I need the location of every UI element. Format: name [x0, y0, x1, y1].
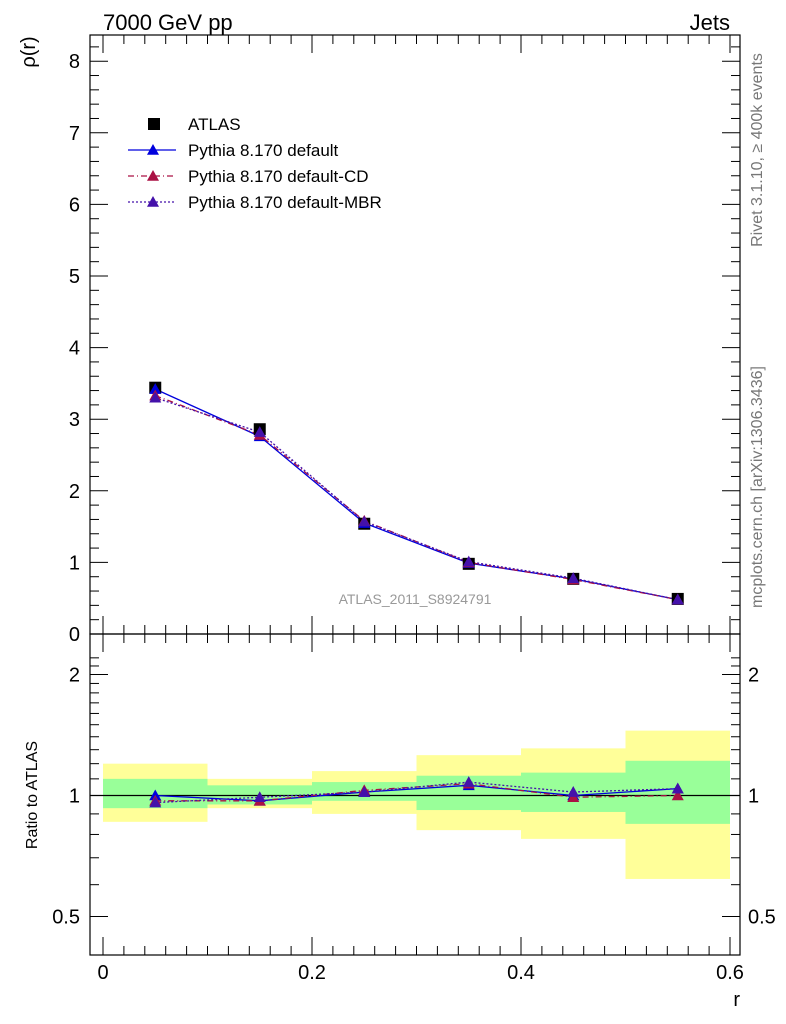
legend-marker: [147, 196, 159, 207]
main-y-tick-label: 4: [69, 338, 80, 360]
ratio-point: [567, 786, 580, 797]
legend-entry-label: ATLAS: [188, 115, 241, 134]
rivet-label: Rivet 3.1.10, ≥ 400k events: [749, 53, 766, 247]
header-left: 7000 GeV pp: [103, 10, 233, 35]
main-y-tick-label: 2: [69, 481, 80, 503]
ratio-point: [149, 796, 162, 808]
series-lines: [154, 388, 678, 804]
main-y-tick-label: 8: [69, 51, 80, 73]
ratio-bands: [103, 730, 730, 879]
legend-entry-label: Pythia 8.170 default-CD: [188, 167, 369, 186]
mc-point: [253, 426, 266, 437]
ratio-y-tick-label-right: 0.5: [748, 907, 776, 929]
mc-line: [155, 394, 678, 601]
mc-point: [671, 593, 684, 605]
main-y-tick-label: 5: [69, 266, 80, 288]
legend-marker: [147, 144, 159, 155]
legend: ATLAS Pythia 8.170 default Pythia 8.170 de…: [128, 115, 382, 212]
ratio-point: [462, 776, 475, 787]
main-y-tick-label: 7: [69, 123, 80, 145]
ratio-y-tick-label: 2: [69, 664, 80, 686]
main-y-tick-label: 0: [69, 624, 80, 646]
main-y-tick-label: 1: [69, 552, 80, 574]
ratio-point: [358, 786, 371, 797]
ratio-frame-box: [89, 633, 741, 956]
main-y-tick-label: 6: [69, 194, 80, 216]
axis-ticks: 0 1 2 3 4 5 6 7 8 0.5 0.5 1 1 2 2 0 0.2 0.4 0.6: [52, 35, 776, 984]
x-tick-label: 0.6: [716, 962, 744, 984]
ratio-y-axis-label: Ratio to ATLAS: [24, 741, 41, 849]
mc-line: [155, 397, 678, 601]
main-y-axis-label: ρ(r): [18, 36, 40, 67]
mc-point: [462, 555, 475, 567]
legend-marker-atlas: [148, 118, 160, 130]
mc-point: [358, 515, 371, 527]
mcplots-label: mcplots.cern.ch [arXiv:1306.3436]: [749, 366, 766, 608]
x-tick-label: 0.2: [298, 962, 326, 984]
ratio-line: [155, 781, 678, 804]
legend-marker: [147, 170, 159, 181]
mc-line: [154, 388, 678, 601]
ratio-y-tick-label: 0.5: [52, 907, 80, 929]
data-markers: [149, 381, 684, 808]
mc-point: [149, 391, 162, 403]
ratio-panel-frame: [89, 633, 741, 956]
ratio-line: [155, 784, 678, 802]
x-axis-label: r: [733, 989, 740, 1011]
main-y-tick-label: 3: [69, 409, 80, 431]
x-tick-label: 0.4: [507, 962, 535, 984]
ratio-point: [253, 791, 266, 803]
x-tick-label: 0: [97, 962, 108, 984]
header-right: Jets: [690, 10, 730, 35]
legend-entry-label: Pythia 8.170 default-MBR: [188, 193, 382, 212]
legend-entry-label: Pythia 8.170 default: [188, 141, 339, 160]
ratio-y-tick-label: 1: [69, 786, 80, 808]
mc-point: [567, 572, 580, 583]
ratio-y-tick-label-right: 1: [748, 786, 759, 808]
mc-point: [149, 383, 162, 394]
ratio-point: [671, 789, 684, 801]
ratio-y-tick-label-right: 2: [748, 664, 759, 686]
analysis-watermark: ATLAS_2011_S8924791: [339, 591, 492, 607]
ratio-point: [671, 782, 684, 794]
